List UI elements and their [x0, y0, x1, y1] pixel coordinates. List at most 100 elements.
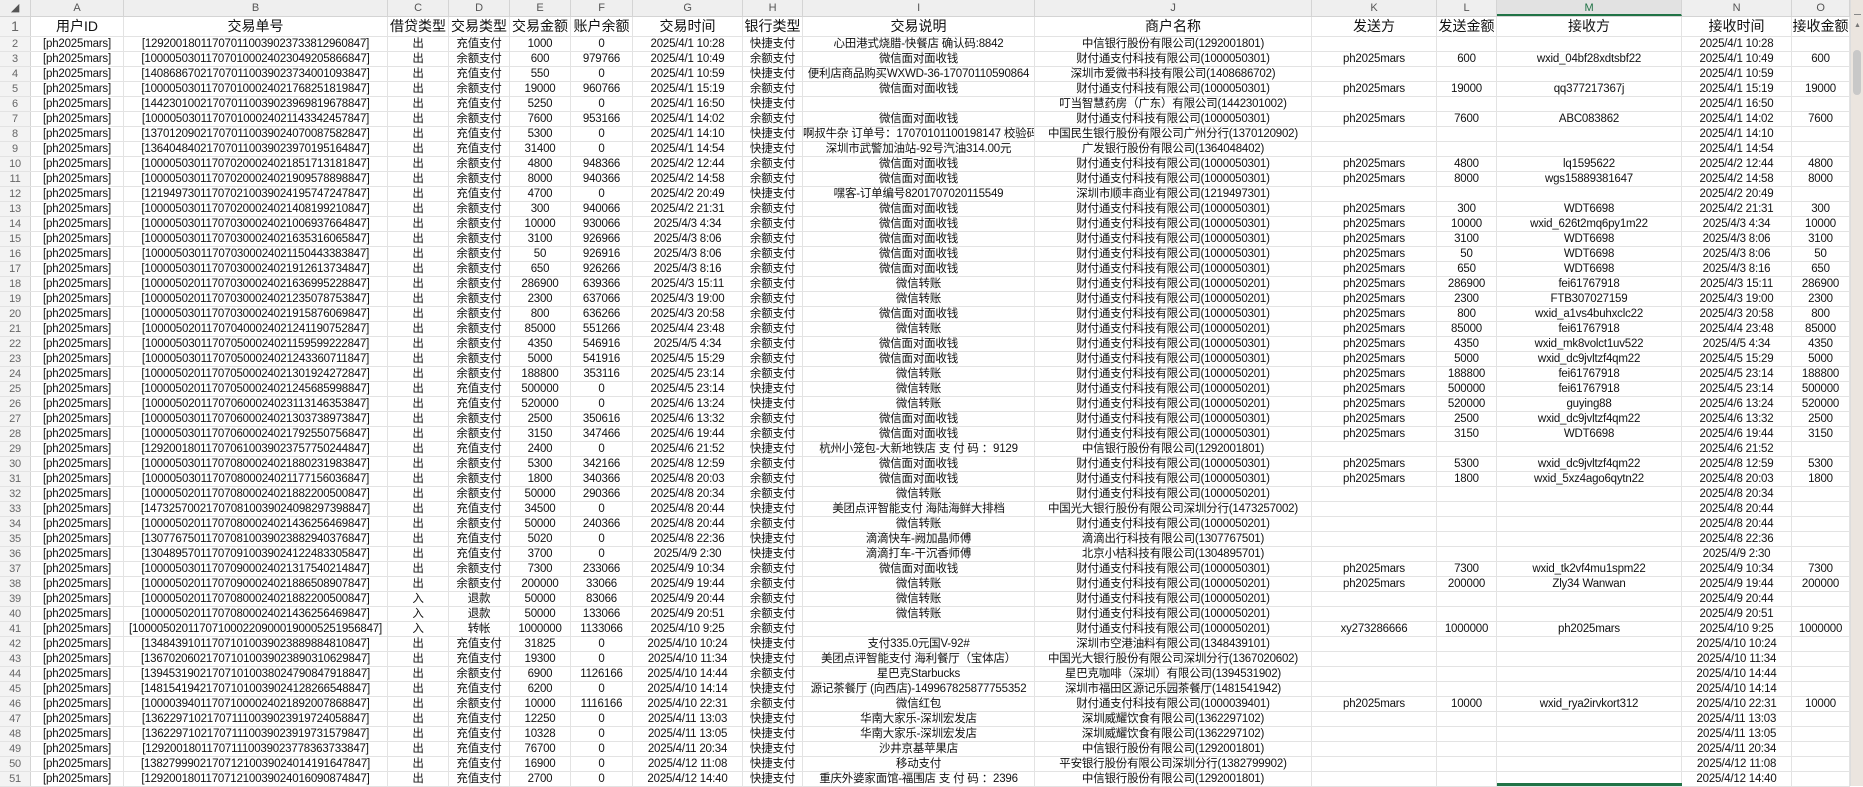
cell-H[interactable]: 快捷支付 [743, 37, 803, 51]
cell-K[interactable] [1312, 592, 1437, 606]
cell-F[interactable]: 0 [571, 742, 633, 756]
cell-H[interactable]: 余额支付 [743, 157, 803, 171]
cell-O[interactable] [1792, 607, 1850, 621]
cell-O[interactable] [1792, 772, 1850, 786]
cell-N[interactable]: 2025/4/9 19:44 [1682, 577, 1792, 591]
cell-E[interactable]: 50 [510, 247, 571, 261]
cell-H[interactable]: 余额支付 [743, 472, 803, 486]
cell-L[interactable] [1437, 517, 1497, 531]
cell-O[interactable] [1792, 97, 1850, 111]
cell-H[interactable]: 余额支付 [743, 562, 803, 576]
cell-A[interactable]: [ph2025mars] [31, 742, 124, 756]
cell-F[interactable]: 0 [571, 547, 633, 561]
cell-C[interactable]: 出 [388, 442, 449, 456]
cell-J[interactable]: 财付通支付科技有限公司(1000050201) [1035, 382, 1312, 396]
cell-H[interactable]: 余额支付 [743, 112, 803, 126]
cell-E[interactable]: 1000000 [510, 622, 571, 636]
cell-O[interactable] [1792, 142, 1850, 156]
cell-D[interactable]: 余额支付 [449, 277, 510, 291]
cell-C[interactable]: 出 [388, 502, 449, 516]
cell-F[interactable]: 0 [571, 397, 633, 411]
cell-K[interactable]: ph2025mars [1312, 247, 1437, 261]
cell-I[interactable] [803, 622, 1035, 636]
cell-I[interactable]: 杭州小笼包-大新地铁店 支 付 码 ：9129 [803, 442, 1035, 456]
cell-D[interactable]: 余额支付 [449, 412, 510, 426]
cell-I[interactable]: 滴滴快车-阙加晶师傅 [803, 532, 1035, 546]
cell-K[interactable]: ph2025mars [1312, 562, 1437, 576]
cell-A[interactable]: [ph2025mars] [31, 637, 124, 651]
cell-B[interactable]: [100005020117070600024023113146353847] [124, 397, 388, 411]
cell-C[interactable]: 出 [388, 247, 449, 261]
row-number[interactable]: 8 [0, 127, 31, 141]
cell-O[interactable]: 200000 [1792, 577, 1850, 591]
cell-E[interactable]: 50000 [510, 607, 571, 621]
cell-K[interactable] [1312, 487, 1437, 501]
cell-M[interactable]: ABC083862 [1497, 112, 1682, 126]
cell-D[interactable]: 余额支付 [449, 262, 510, 276]
cell-O[interactable]: 300 [1792, 202, 1850, 216]
cell-N[interactable]: 2025/4/8 20:34 [1682, 487, 1792, 501]
cell-K[interactable] [1312, 142, 1437, 156]
cell-L[interactable] [1437, 757, 1497, 771]
cell-H[interactable]: 余额支付 [743, 52, 803, 66]
row-number[interactable]: 4 [0, 67, 31, 81]
header-cell[interactable]: 发送金额 [1437, 17, 1497, 36]
cell-L[interactable]: 300 [1437, 202, 1497, 216]
cell-L[interactable]: 3150 [1437, 427, 1497, 441]
cell-M[interactable] [1497, 142, 1682, 156]
cell-C[interactable]: 出 [388, 487, 449, 501]
cell-G[interactable]: 2025/4/1 15:19 [633, 82, 743, 96]
cell-B[interactable]: [100005030117070300024021915876069847] [124, 307, 388, 321]
cell-H[interactable]: 快捷支付 [743, 652, 803, 666]
cell-O[interactable]: 5300 [1792, 457, 1850, 471]
cell-J[interactable]: 中信银行股份有限公司(1292001801) [1035, 772, 1312, 786]
cell-H[interactable]: 余额支付 [743, 487, 803, 501]
cell-B[interactable]: [139453190217071010038024790847918847] [124, 667, 388, 681]
cell-B[interactable]: [129200180117071210039024016090874847] [124, 772, 388, 786]
cell-C[interactable]: 出 [388, 52, 449, 66]
cell-O[interactable]: 1800 [1792, 472, 1850, 486]
cell-G[interactable]: 2025/4/8 20:44 [633, 502, 743, 516]
cell-I[interactable]: 美团点评智能支付 海陆海鲜大排档 [803, 502, 1035, 516]
cell-E[interactable]: 2700 [510, 772, 571, 786]
cell-M[interactable] [1497, 532, 1682, 546]
row-number[interactable]: 21 [0, 322, 31, 336]
cell-H[interactable]: 快捷支付 [743, 67, 803, 81]
cell-C[interactable]: 出 [388, 202, 449, 216]
cell-H[interactable]: 余额支付 [743, 232, 803, 246]
cell-E[interactable]: 200000 [510, 577, 571, 591]
cell-A[interactable]: [ph2025mars] [31, 457, 124, 471]
row-number[interactable]: 35 [0, 532, 31, 546]
row-number[interactable]: 30 [0, 457, 31, 471]
cell-J[interactable]: 财付通支付科技有限公司(1000050301) [1035, 82, 1312, 96]
cell-I[interactable]: 重庆外婆家面馆-福围店 支 付 码 ：2396 [803, 772, 1035, 786]
row-number[interactable]: 37 [0, 562, 31, 576]
cell-L[interactable] [1437, 682, 1497, 696]
cell-E[interactable]: 3150 [510, 427, 571, 441]
cell-J[interactable]: 财付通支付科技有限公司(1000050301) [1035, 307, 1312, 321]
row-number[interactable]: 39 [0, 592, 31, 606]
cell-K[interactable]: ph2025mars [1312, 352, 1437, 366]
cell-O[interactable]: 2300 [1792, 292, 1850, 306]
cell-K[interactable] [1312, 532, 1437, 546]
cell-D[interactable]: 充值支付 [449, 187, 510, 201]
cell-M[interactable]: wxid_rya2irvkort312 [1497, 697, 1682, 711]
cell-K[interactable] [1312, 772, 1437, 786]
cell-F[interactable]: 636266 [571, 307, 633, 321]
cell-C[interactable]: 出 [388, 97, 449, 111]
cell-A[interactable]: [ph2025mars] [31, 772, 124, 786]
cell-I[interactable]: 微信转账 [803, 592, 1035, 606]
column-header-L[interactable]: L [1437, 0, 1497, 16]
cell-A[interactable]: [ph2025mars] [31, 697, 124, 711]
cell-N[interactable]: 2025/4/8 22:36 [1682, 532, 1792, 546]
cell-C[interactable]: 出 [388, 727, 449, 741]
scrollbar-thumb[interactable] [1853, 50, 1861, 95]
cell-D[interactable]: 余额支付 [449, 457, 510, 471]
cell-H[interactable]: 快捷支付 [743, 637, 803, 651]
cell-D[interactable]: 充值支付 [449, 652, 510, 666]
cell-O[interactable] [1792, 37, 1850, 51]
cell-D[interactable]: 余额支付 [449, 247, 510, 261]
cell-K[interactable] [1312, 37, 1437, 51]
cell-K[interactable] [1312, 757, 1437, 771]
cell-L[interactable]: 10000 [1437, 697, 1497, 711]
